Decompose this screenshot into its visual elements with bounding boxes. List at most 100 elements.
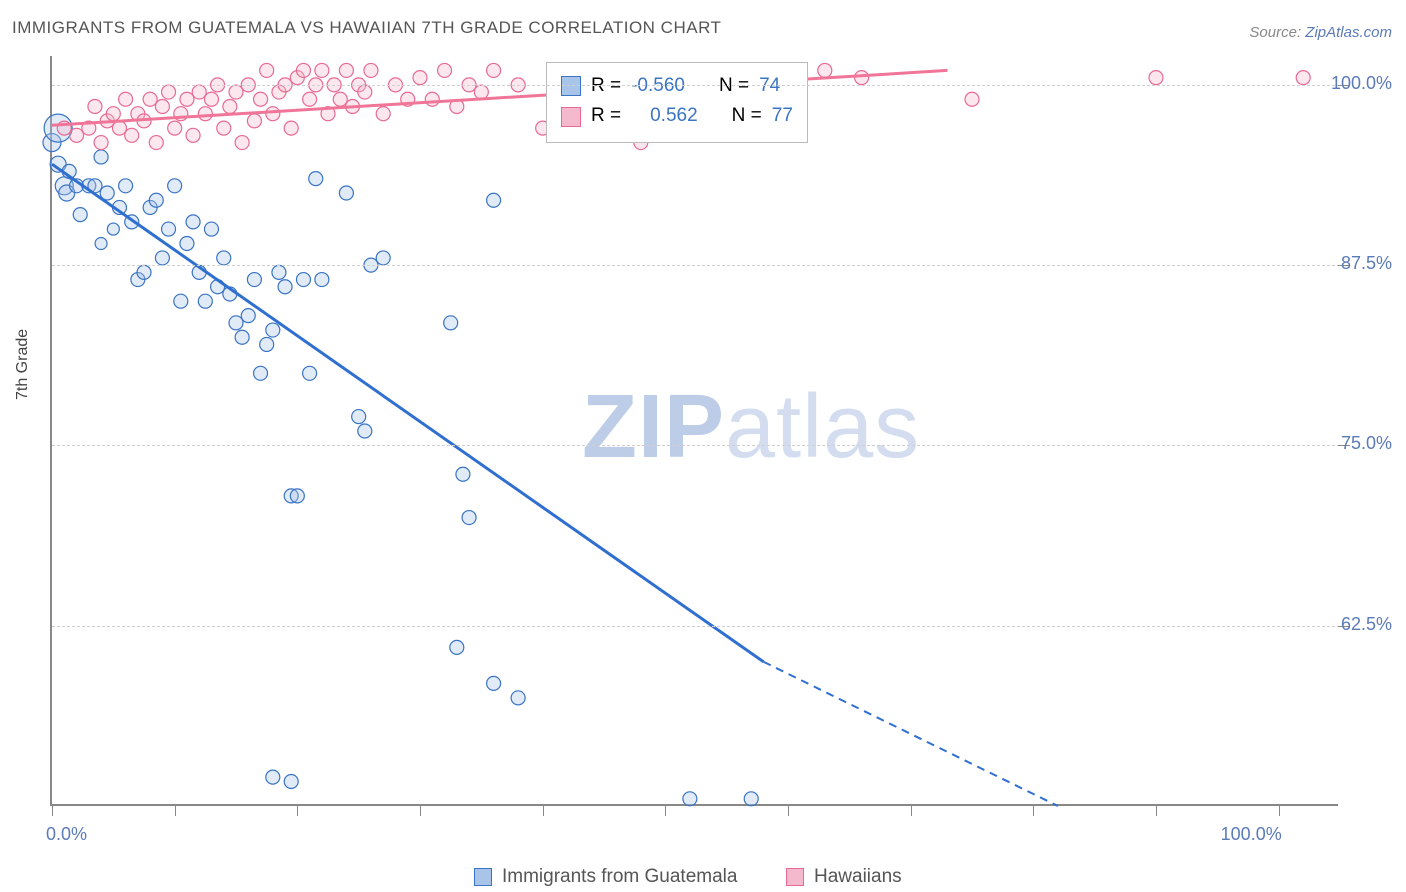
data-point-pink — [965, 92, 979, 106]
legend-swatch-pink — [561, 107, 581, 127]
data-point-blue — [266, 323, 280, 337]
ytick-label: 100.0% — [1331, 73, 1392, 94]
data-point-pink — [162, 85, 176, 99]
data-point-blue — [303, 366, 317, 380]
xtick-label: 100.0% — [1221, 824, 1282, 845]
data-point-blue — [278, 280, 292, 294]
data-point-blue — [284, 774, 298, 788]
xtick-label: 0.0% — [46, 824, 87, 845]
plot-area: ZIPatlas R = -0.560 N = 74 R = 0.562 N =… — [50, 56, 1338, 806]
data-point-blue — [309, 172, 323, 186]
data-point-pink — [149, 136, 163, 150]
data-point-pink — [235, 136, 249, 150]
data-point-blue — [376, 251, 390, 265]
data-point-blue — [254, 366, 268, 380]
data-point-blue — [260, 337, 274, 351]
data-point-blue — [358, 424, 372, 438]
xtick — [543, 804, 544, 816]
stats-n-label: N = — [719, 71, 749, 101]
data-point-blue — [229, 316, 243, 330]
data-point-pink — [125, 128, 139, 142]
xtick — [1033, 804, 1034, 816]
data-point-blue — [241, 309, 255, 323]
data-point-pink — [266, 107, 280, 121]
data-point-pink — [112, 121, 126, 135]
data-point-pink — [70, 128, 84, 142]
data-point-blue — [204, 222, 218, 236]
data-point-pink — [339, 63, 353, 77]
data-point-pink — [1296, 71, 1310, 85]
legend-swatch-blue — [561, 76, 581, 96]
data-point-pink — [223, 99, 237, 113]
data-point-blue — [235, 330, 249, 344]
data-point-blue — [450, 640, 464, 654]
gridline-h — [52, 445, 1340, 446]
xtick — [1156, 804, 1157, 816]
data-point-pink — [358, 85, 372, 99]
data-point-blue — [683, 792, 697, 806]
stats-n-pink: 77 — [772, 101, 793, 131]
xtick — [297, 804, 298, 816]
data-point-pink — [474, 85, 488, 99]
data-point-blue — [352, 410, 366, 424]
stats-r-blue: -0.560 — [631, 71, 685, 101]
data-point-blue — [149, 193, 163, 207]
legend-swatch-pink-icon — [786, 868, 804, 886]
data-point-pink — [198, 107, 212, 121]
data-point-pink — [303, 92, 317, 106]
data-point-blue — [266, 770, 280, 784]
y-axis-label: 7th Grade — [14, 329, 32, 400]
source-label: Source: ZipAtlas.com — [1249, 24, 1392, 41]
data-point-pink — [143, 92, 157, 106]
data-point-pink — [106, 107, 120, 121]
gridline-h — [52, 265, 1340, 266]
data-point-pink — [315, 63, 329, 77]
data-point-pink — [192, 85, 206, 99]
legend-swatch-blue-icon — [474, 868, 492, 886]
data-point-blue — [180, 237, 194, 251]
data-point-blue — [444, 316, 458, 330]
data-point-blue — [168, 179, 182, 193]
data-point-pink — [296, 63, 310, 77]
data-point-pink — [186, 128, 200, 142]
stats-r-label: R = — [591, 71, 621, 101]
data-point-pink — [217, 121, 231, 135]
data-point-pink — [284, 121, 298, 135]
data-point-blue — [94, 150, 108, 164]
data-point-pink — [88, 99, 102, 113]
data-point-pink — [487, 63, 501, 77]
data-point-pink — [254, 92, 268, 106]
bottom-legend-pink: Hawaiians — [786, 866, 902, 888]
data-point-blue — [487, 676, 501, 690]
stats-legend-box: R = -0.560 N = 74 R = 0.562 N = 77 — [546, 62, 808, 143]
xtick — [911, 804, 912, 816]
chart-title: IMMIGRANTS FROM GUATEMALA VS HAWAIIAN 7T… — [12, 18, 721, 38]
ytick-label: 62.5% — [1341, 614, 1392, 635]
source-prefix: Source: — [1249, 24, 1305, 41]
xtick — [665, 804, 666, 816]
data-point-pink — [818, 63, 832, 77]
data-point-pink — [333, 92, 347, 106]
ytick-label: 87.5% — [1341, 253, 1392, 274]
trend-line-blue — [52, 164, 763, 662]
data-point-blue — [174, 294, 188, 308]
trend-line-blue-dash — [763, 662, 1057, 806]
xtick — [175, 804, 176, 816]
data-point-pink — [119, 92, 133, 106]
stats-n-label2: N = — [732, 101, 762, 131]
data-point-blue — [162, 222, 176, 236]
data-point-blue — [290, 489, 304, 503]
data-point-blue — [186, 215, 200, 229]
data-point-blue — [119, 179, 133, 193]
data-point-pink — [413, 71, 427, 85]
data-point-blue — [107, 223, 119, 235]
source-name: ZipAtlas.com — [1305, 24, 1392, 41]
data-point-blue — [155, 251, 169, 265]
data-point-blue — [198, 294, 212, 308]
data-point-pink — [438, 63, 452, 77]
data-point-pink — [180, 92, 194, 106]
xtick — [52, 804, 53, 816]
data-point-blue — [462, 511, 476, 525]
data-point-pink — [855, 71, 869, 85]
data-point-blue — [744, 792, 758, 806]
